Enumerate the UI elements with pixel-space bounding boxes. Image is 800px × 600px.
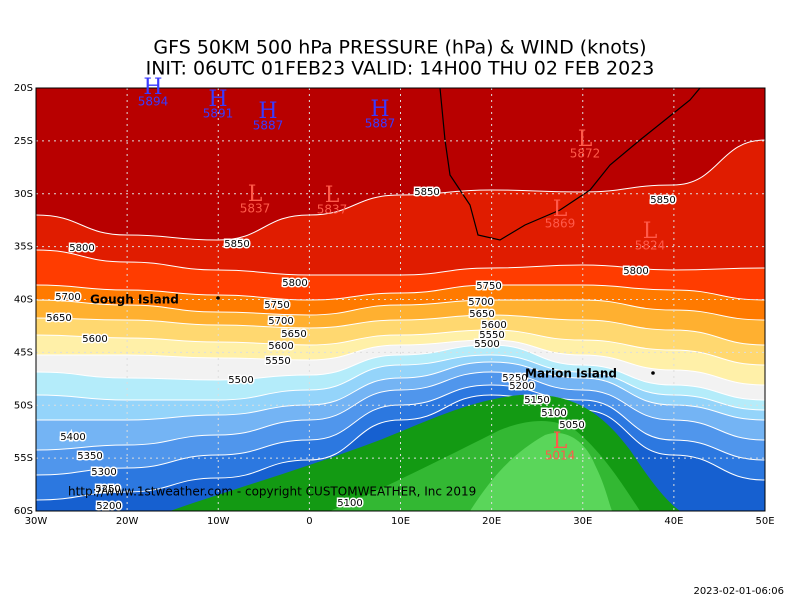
contour-label: 5850: [414, 187, 439, 198]
place-name: Marion Island: [525, 367, 617, 381]
lat-label: 25S: [14, 136, 33, 147]
contour-label: 5750: [264, 300, 289, 311]
lat-label: 60S: [14, 506, 33, 517]
contour-label: 5050: [559, 420, 584, 431]
contour-label: 5350: [77, 451, 102, 462]
contour-label: 5800: [282, 278, 307, 289]
low-value: 5872: [570, 147, 601, 161]
low-value: 5824: [635, 239, 666, 253]
high-marker: H: [143, 75, 162, 100]
lat-label: 40S: [14, 295, 33, 306]
copyright: http://www.1stweather.com - copyright CU…: [68, 485, 476, 499]
low-marker: L: [578, 127, 593, 152]
low-pressure-area: [170, 394, 680, 511]
contour-label: 5500: [474, 339, 499, 350]
high-value: 5891: [203, 107, 234, 121]
contour-label: 5200: [96, 501, 121, 512]
place-marker: [216, 296, 220, 300]
lon-label: 30W: [25, 516, 48, 527]
title-line: GFS 50KM 500 hPa PRESSURE (hPa) & WIND (…: [153, 37, 646, 59]
contour-label: 5800: [69, 243, 94, 254]
lat-label: 55S: [14, 453, 33, 464]
place-marker: [651, 371, 655, 375]
lat-label: 50S: [14, 400, 33, 411]
contour-label: 5850: [224, 239, 249, 250]
lon-label: 20E: [482, 516, 501, 527]
contour-label: 5800: [623, 266, 648, 277]
low-marker: L: [553, 197, 568, 222]
contour-label: 5100: [337, 498, 362, 509]
contour-line: [36, 339, 766, 386]
contour-label: 5700: [55, 292, 80, 303]
contour-label: 5550: [265, 356, 290, 367]
low-marker: L: [643, 219, 658, 244]
coastline: [439, 87, 701, 241]
place-name: Gough Island: [90, 293, 179, 307]
lon-label: 40E: [664, 516, 683, 527]
timestamp: 2023-02-01-06:06: [693, 586, 784, 597]
lon-label: 10W: [207, 516, 230, 527]
lon-label: 10E: [391, 516, 410, 527]
contour-label: 5600: [268, 341, 293, 352]
contour-label: 5100: [541, 408, 566, 419]
contour-label: 5600: [82, 334, 107, 345]
lat-label: 30S: [14, 189, 33, 200]
low-marker: L: [325, 183, 340, 208]
contour-label: 5700: [468, 297, 493, 308]
lat-label: 45S: [14, 347, 33, 358]
contour-label: 5500: [228, 375, 253, 386]
high-value: 5887: [253, 119, 284, 133]
contour-label: 5550: [479, 330, 504, 341]
contour-label: 5750: [476, 281, 501, 292]
low-marker: L: [553, 429, 568, 454]
high-marker: H: [258, 99, 277, 124]
high-value: 5894: [138, 95, 169, 109]
lon-label: 20W: [116, 516, 139, 527]
contour-label: 5650: [46, 313, 71, 324]
high-value: 5887: [365, 117, 396, 131]
high-marker: H: [208, 87, 227, 112]
contour-label: 5150: [524, 395, 549, 406]
contour-line: [35, 344, 766, 401]
contour-label: 5400: [60, 432, 85, 443]
contour-label: 5250: [502, 373, 527, 384]
contour-line: [35, 314, 766, 346]
contour-line: [35, 384, 766, 476]
lon-label: 50E: [755, 516, 774, 527]
contour-label: 5200: [509, 381, 534, 392]
contour-line: [35, 249, 766, 276]
low-value: 5837: [240, 202, 271, 216]
contour-label: 5300: [91, 467, 116, 478]
low-value: 5014: [545, 449, 576, 463]
low-value: 5837: [317, 203, 348, 217]
contour-label: 5650: [281, 329, 306, 340]
contour-label: 5600: [481, 320, 506, 331]
lon-label: 30E: [573, 516, 592, 527]
low-marker: L: [248, 182, 263, 207]
contour-label: 5250: [95, 484, 120, 495]
map-frame: [35, 87, 766, 512]
contour-label: 5650: [469, 309, 494, 320]
low-value: 5869: [545, 217, 576, 231]
contour-line: [35, 139, 766, 241]
high-marker: H: [370, 97, 389, 122]
lat-label: 35S: [14, 242, 33, 253]
title-line: INIT: 06UTC 01FEB23 VALID: 14H00 THU 02 …: [146, 58, 655, 80]
lat-label: 20S: [14, 83, 33, 94]
lon-label: 0: [306, 516, 312, 527]
contour-label: 5850: [650, 195, 675, 206]
contour-label: 5700: [268, 316, 293, 327]
